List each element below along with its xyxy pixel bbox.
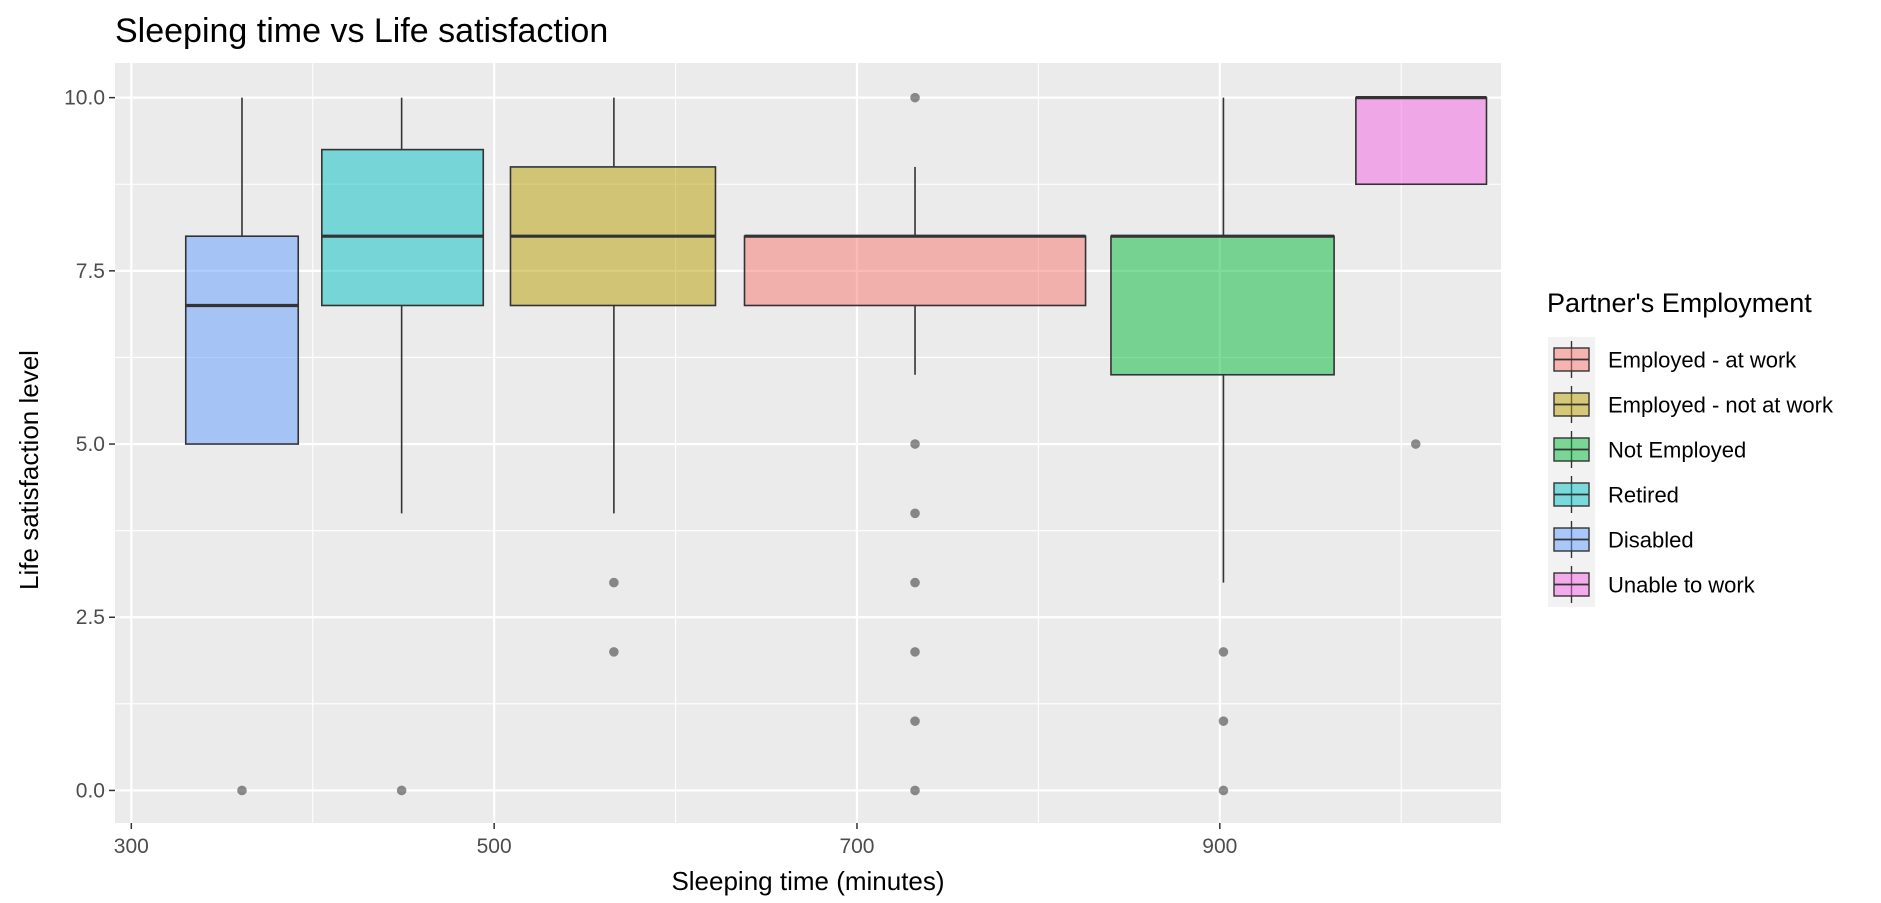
- box-iqr: [1355, 96, 1488, 186]
- box-group: [1110, 97, 1335, 796]
- y-tick-label: 2.5: [76, 606, 105, 629]
- legend-item: Not Employed: [1548, 427, 1746, 472]
- box-group: [743, 92, 1087, 796]
- box-iqr: [184, 235, 300, 445]
- y-tick-label: 0.0: [76, 779, 105, 802]
- boxplots: [184, 92, 1488, 796]
- outlier-point: [910, 716, 920, 726]
- legend-label: Employed - at work: [1608, 348, 1797, 373]
- box-iqr: [321, 148, 485, 307]
- chart-title: Sleeping time vs Life satisfaction: [115, 12, 608, 50]
- outlier-point: [910, 439, 920, 449]
- box-group: [184, 97, 300, 796]
- box-iqr: [743, 235, 1087, 307]
- y-tick-label: 10.0: [64, 87, 105, 110]
- legend: Partner's Employment Employed - at workE…: [1547, 288, 1834, 607]
- outlier-point: [609, 577, 619, 588]
- outlier-point: [1218, 716, 1229, 726]
- legend-label: Unable to work: [1608, 573, 1756, 598]
- outlier-point: [910, 785, 920, 796]
- y-tick-label: 5.0: [76, 433, 105, 456]
- legend-label: Retired: [1608, 483, 1679, 508]
- outlier-point: [910, 92, 920, 103]
- outlier-point: [910, 577, 920, 588]
- box-group: [321, 97, 485, 796]
- x-axis-title: Sleeping time (minutes): [671, 866, 944, 896]
- outlier-point: [1218, 785, 1229, 796]
- y-axis: 0.0 2.5 5.0 7.5 10.0: [64, 87, 115, 802]
- outlier-point: [1218, 647, 1229, 657]
- legend-label: Employed - not at work: [1608, 393, 1834, 418]
- x-tick-label: 700: [839, 835, 874, 858]
- box-group: [1355, 96, 1488, 449]
- x-tick-label: 300: [114, 835, 149, 858]
- y-axis-title: Life satisfaction level: [14, 350, 44, 590]
- legend-label: Not Employed: [1608, 438, 1746, 463]
- legend-items: Employed - at work Employed - not at work…: [1548, 337, 1834, 607]
- x-axis: 300 500 700 900: [114, 823, 1237, 858]
- box-iqr: [1110, 235, 1335, 376]
- outlier-point: [396, 785, 407, 796]
- legend-label: Disabled: [1608, 528, 1694, 553]
- legend-item: Unable to work: [1548, 562, 1756, 607]
- legend-item: Retired: [1548, 472, 1679, 517]
- y-tick-label: 7.5: [76, 260, 105, 283]
- legend-item: Disabled: [1548, 517, 1694, 562]
- outlier-point: [237, 785, 247, 796]
- x-tick-label: 500: [477, 835, 512, 858]
- outlier-point: [910, 508, 920, 519]
- x-tick-label: 900: [1202, 835, 1237, 858]
- legend-title: Partner's Employment: [1547, 288, 1812, 318]
- legend-item: Employed - at work: [1548, 337, 1797, 382]
- outlier-point: [609, 647, 619, 657]
- legend-item: Employed - not at work: [1548, 382, 1834, 427]
- outlier-point: [910, 647, 920, 657]
- box-group: [509, 97, 717, 657]
- outlier-point: [1410, 439, 1421, 449]
